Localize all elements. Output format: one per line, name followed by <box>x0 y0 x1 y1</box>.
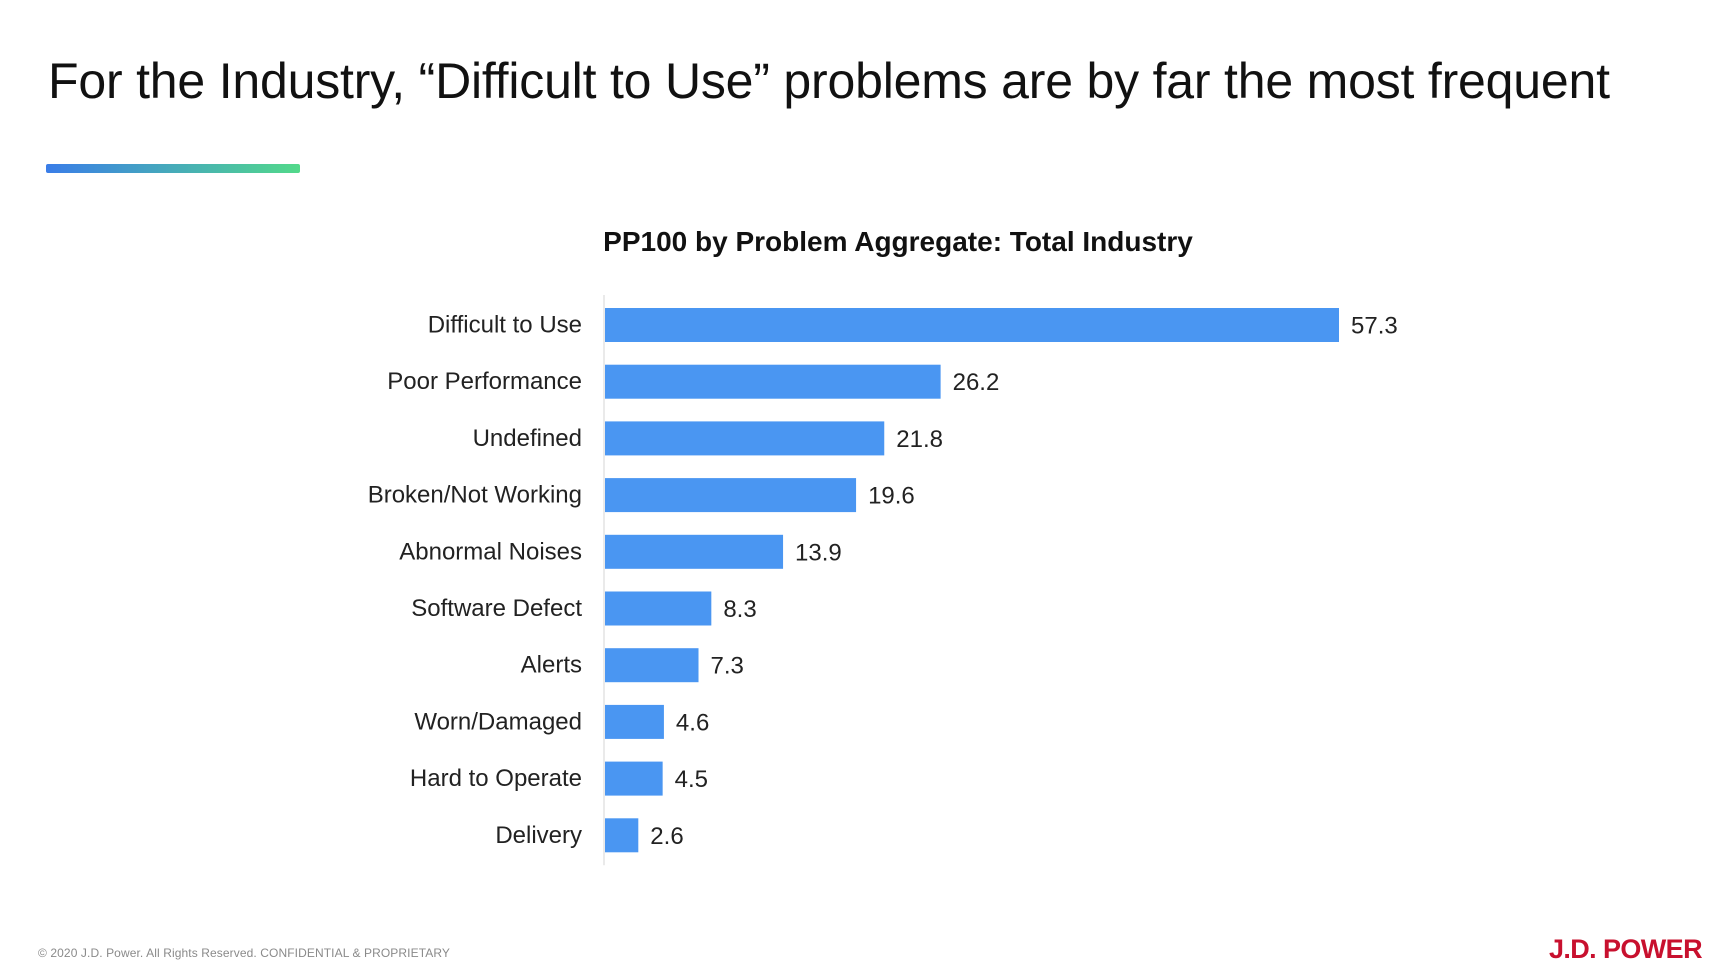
title-accent-bar <box>46 164 300 173</box>
bar <box>605 818 639 853</box>
data-label: 4.5 <box>675 766 708 793</box>
bar <box>605 308 1339 342</box>
bar <box>605 761 663 796</box>
data-label: 7.3 <box>711 653 744 680</box>
footer-copyright: © 2020 J.D. Power. All Rights Reserved. … <box>38 946 451 960</box>
bar <box>605 421 885 456</box>
data-label: 13.9 <box>795 539 842 566</box>
category-label: Broken/Not Working <box>368 482 582 509</box>
data-label: 21.8 <box>896 426 943 453</box>
chart-title: PP100 by Problem Aggregate: Total Indust… <box>603 226 1193 257</box>
bar <box>605 478 857 513</box>
data-label: 57.3 <box>1351 313 1398 340</box>
data-label: 19.6 <box>868 483 915 510</box>
category-label: Undefined <box>473 425 582 452</box>
bar <box>605 591 712 626</box>
data-label: 26.2 <box>953 369 1000 396</box>
slide-title: For the Industry, “Difficult to Use” pro… <box>48 53 1610 109</box>
category-label: Poor Performance <box>387 368 582 395</box>
category-label: Software Defect <box>411 595 582 622</box>
jd-power-logo: J.D. POWER <box>1548 934 1703 964</box>
bar <box>605 534 784 569</box>
data-label: 2.6 <box>650 823 683 850</box>
bar <box>605 704 664 739</box>
category-label: Alerts <box>521 652 582 679</box>
category-label: Hard to Operate <box>410 765 582 792</box>
category-label: Abnormal Noises <box>399 538 582 565</box>
category-label: Worn/Damaged <box>414 708 582 735</box>
bar <box>605 648 699 683</box>
data-label: 8.3 <box>723 596 756 623</box>
category-label: Delivery <box>495 822 582 849</box>
category-label: Difficult to Use <box>428 312 582 339</box>
data-label: 4.6 <box>676 709 709 736</box>
bar <box>605 364 941 399</box>
